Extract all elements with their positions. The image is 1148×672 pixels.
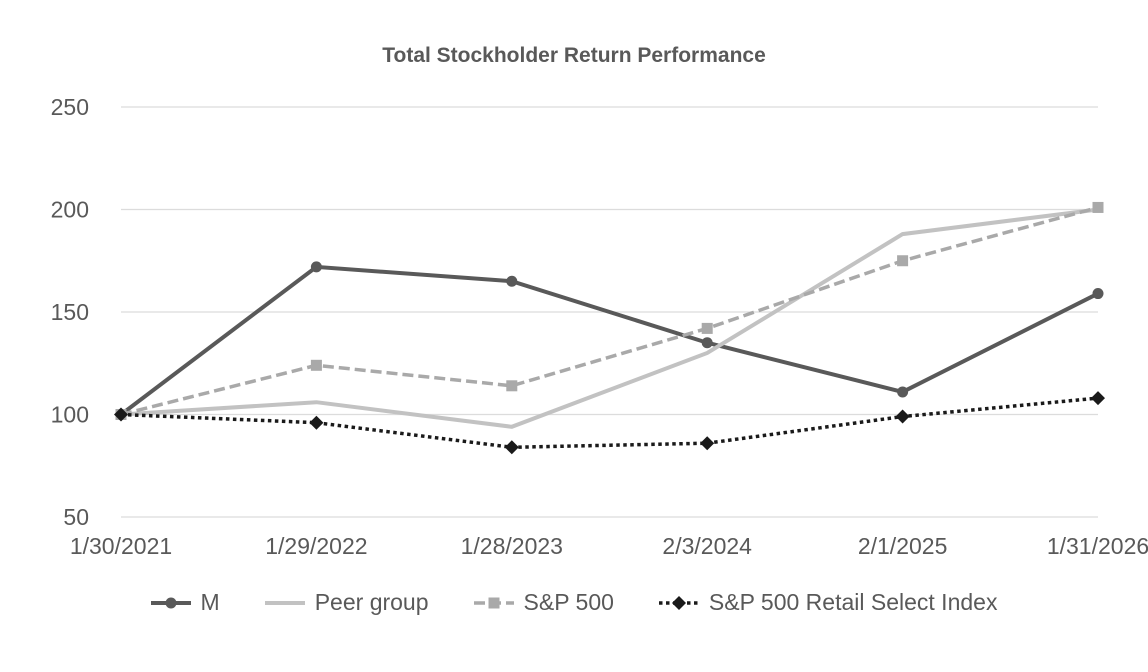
data-point-marker-s-p-500-retail-select-index [1091,391,1105,406]
x-axis-tick-label: 1/28/2023 [461,533,563,559]
y-axis-tick-label: 150 [51,299,89,325]
legend: M Peer group S&P 500 S&P 500 Retail Select … [0,589,1148,616]
chart-title: Total Stockholder Return Performance [382,44,766,67]
legend-label-peer-group: Peer group [314,589,429,615]
data-point-marker-m [310,261,322,273]
data-point-marker-m [897,386,909,398]
legend-label-s-p-500-retail-select-index: S&P 500 Retail Select Index [708,589,998,615]
legend-swatch-peer-group [264,600,305,605]
legend-swatch-m [150,597,191,608]
data-point-marker-m [506,275,518,287]
legend-marker-circle [165,597,177,608]
legend-item-m: M [150,589,220,616]
legend-label-s-p-500: S&P 500 [523,589,614,615]
data-point-marker-s-p-500-retail-select-index [309,415,324,430]
series-line-s-p-500 [120,205,1099,417]
legend-marker-square [488,597,500,608]
data-point-marker-m [1092,288,1104,300]
legend-label-m: M [200,589,220,615]
x-axis-tick-label: 1/29/2022 [265,533,367,559]
y-axis-tick-label: 50 [63,504,89,530]
data-point-marker-s-p-500 [310,359,322,371]
data-point-marker-s-p-500-retail-select-index [504,440,519,455]
x-axis-tick-label: 1/30/2021 [70,533,172,559]
y-axis-tick-label: 100 [51,402,89,428]
data-point-marker-s-p-500 [897,255,909,267]
legend-marker-diamond [671,595,686,610]
legend-item-s-p-500: S&P 500 [473,589,614,616]
legend-item-s-p-500-retail-select-index: S&P 500 Retail Select Index [658,589,998,616]
data-point-marker-m [701,337,713,349]
data-point-marker-s-p-500-retail-select-index [114,407,128,422]
series-line-s-p-500-retail-select-index [120,396,1099,450]
x-axis-tick-label: 1/31/2026 [1047,533,1148,559]
y-axis-tick-label: 250 [51,94,89,120]
data-point-marker-s-p-500 [1092,201,1104,213]
series-line-peer-group [120,207,1099,429]
x-axis-tick-label: 2/1/2025 [858,533,948,559]
legend-item-peer-group: Peer group [264,589,429,616]
data-point-marker-s-p-500-retail-select-index [700,436,715,451]
legend-swatch-s-p-500-retail-select-index [658,595,699,610]
data-point-marker-s-p-500 [506,380,518,392]
legend-swatch-s-p-500 [473,597,514,608]
series-line-m [119,264,1099,417]
y-axis-tick-label: 200 [51,197,89,223]
data-point-marker-s-p-500-retail-select-index [895,409,910,424]
x-axis-tick-label: 2/3/2024 [662,533,752,559]
data-point-marker-s-p-500 [701,322,713,334]
